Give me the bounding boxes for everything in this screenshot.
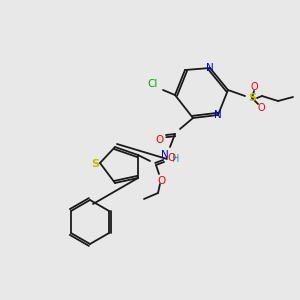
Text: Cl: Cl (148, 79, 158, 89)
Text: H: H (172, 154, 180, 164)
Text: N: N (161, 150, 169, 160)
Text: S: S (91, 159, 99, 169)
Text: O: O (250, 82, 258, 92)
Text: S: S (248, 93, 256, 103)
Text: O: O (257, 103, 265, 113)
Text: O: O (158, 176, 166, 186)
Text: N: N (206, 63, 214, 73)
Text: O: O (167, 153, 175, 163)
Text: N: N (214, 110, 222, 120)
Text: O: O (155, 135, 163, 145)
